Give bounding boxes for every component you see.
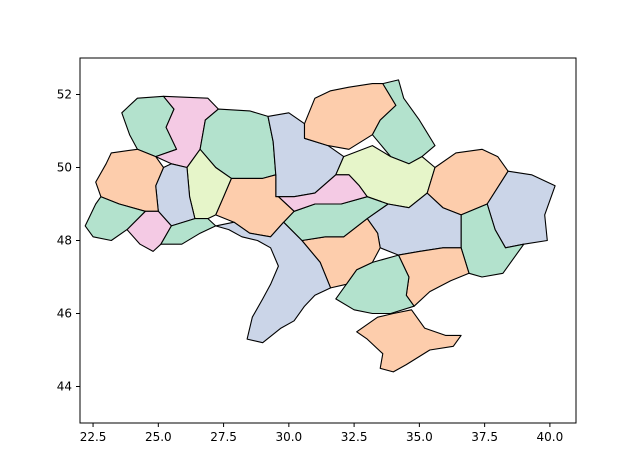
x-tick-label: 37.5 — [471, 430, 498, 444]
region-odesa — [215, 221, 332, 344]
y-tick-label: 48 — [57, 234, 72, 248]
y-tick-label: 50 — [57, 161, 72, 175]
regions-layer — [84, 79, 556, 373]
x-tick-label: 27.5 — [210, 430, 237, 444]
region-chernivtsi — [160, 218, 217, 245]
x-tick-label: 30.0 — [275, 430, 302, 444]
y-tick-label: 46 — [57, 307, 72, 321]
region-cherkasy — [277, 174, 368, 212]
region-ivano-frankivsk — [126, 210, 172, 252]
x-tick-label: 35.0 — [406, 430, 433, 444]
region-zakarpattia — [84, 196, 146, 242]
y-tick-label: 44 — [57, 380, 72, 394]
y-tick-label: 52 — [57, 88, 72, 102]
y-axis-ticks: 44 46 48 50 52 — [57, 88, 80, 394]
region-crimea — [356, 309, 462, 373]
x-tick-label: 32.5 — [341, 430, 368, 444]
x-tick-label: 40.0 — [537, 430, 564, 444]
region-vinnytsia — [215, 174, 295, 238]
x-axis-ticks: 22.5 25.0 27.5 30.0 32.5 35.0 37.5 40.0 — [80, 423, 564, 444]
x-tick-label: 22.5 — [80, 430, 107, 444]
x-tick-label: 25.0 — [145, 430, 172, 444]
